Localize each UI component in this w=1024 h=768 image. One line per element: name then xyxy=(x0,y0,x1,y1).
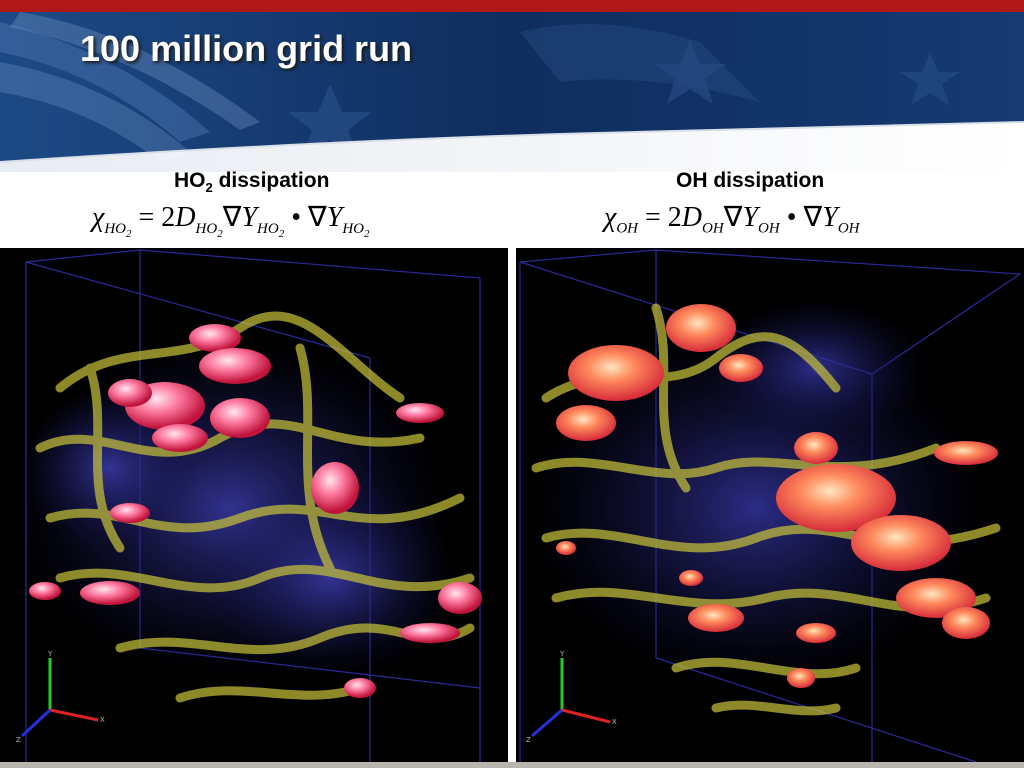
formula-nabla: ∇ xyxy=(803,202,823,233)
formula-sub: HO xyxy=(342,220,364,237)
formula-chi: χ xyxy=(604,202,617,233)
axes-triad: Y X Z xyxy=(526,650,617,744)
caption-text-rest: dissipation xyxy=(212,169,330,192)
z-axis-label: Z xyxy=(526,736,531,744)
footer-divider xyxy=(0,762,1024,768)
formula-sub: OH xyxy=(758,220,780,237)
y-axis-label: Y xyxy=(559,650,565,658)
oh-dissipation-formula: χOH = 2DOH∇YOH • ∇YOH xyxy=(604,200,859,238)
panel-left-caption: HO2 dissipation xyxy=(174,169,329,195)
x-axis-label: X xyxy=(612,718,617,726)
x-axis-label: X xyxy=(100,716,105,724)
formula-subsub: 2 xyxy=(278,227,285,240)
formula-chi: χ xyxy=(92,202,105,233)
formula-y: Y xyxy=(742,202,759,233)
pink-high-dissipation-regions xyxy=(29,324,482,698)
orange-high-dissipation-regions xyxy=(556,304,998,688)
formula-d: D xyxy=(175,202,196,233)
slide-title: 100 million grid run xyxy=(80,28,413,69)
formula-d: D xyxy=(681,202,703,233)
formula-nabla: ∇ xyxy=(308,202,327,233)
formula-dot: • xyxy=(284,202,308,233)
yellow-isosurface-field xyxy=(35,311,475,703)
formula-y: Y xyxy=(822,202,838,233)
formula-subsub: 2 xyxy=(126,227,132,240)
formula-dot: • xyxy=(779,202,804,233)
formula-sub: HO xyxy=(195,220,218,237)
caption-subscript: 2 xyxy=(205,180,213,196)
formula-y: Y xyxy=(326,202,343,233)
formula-nabla: ∇ xyxy=(222,202,242,233)
formula-equals: = 2 xyxy=(638,202,682,233)
formula-sub: OH xyxy=(702,220,724,237)
caption-text: OH dissipation xyxy=(676,169,825,192)
banner-flag-graphic xyxy=(0,12,1024,172)
formula-nabla: ∇ xyxy=(723,202,743,233)
panel-right-caption: OH dissipation xyxy=(676,169,824,193)
formula-sub: OH xyxy=(837,220,860,237)
ho2-dissipation-visualization: Y X Z xyxy=(0,248,508,762)
oh-dissipation-visualization: Y X Z xyxy=(516,248,1024,762)
formula-y: Y xyxy=(241,202,258,233)
ho2-dissipation-formula: χHO2 = 2DHO2∇YHO2 • ∇YHO2 xyxy=(92,200,369,240)
formula-sub: OH xyxy=(616,220,638,237)
top-red-strip xyxy=(0,0,1024,12)
y-axis-label: Y xyxy=(47,650,53,658)
z-axis-label: Z xyxy=(16,736,21,744)
formula-subsub: 2 xyxy=(363,227,370,240)
formula-sub: HO xyxy=(257,220,279,237)
formula-equals: = 2 xyxy=(131,202,176,233)
caption-text: HO xyxy=(174,169,206,192)
formula-subsub: 2 xyxy=(217,227,223,240)
formula-sub: HO xyxy=(104,220,126,237)
header-banner xyxy=(0,12,1024,172)
axes-triad: Y X Z xyxy=(16,650,105,744)
